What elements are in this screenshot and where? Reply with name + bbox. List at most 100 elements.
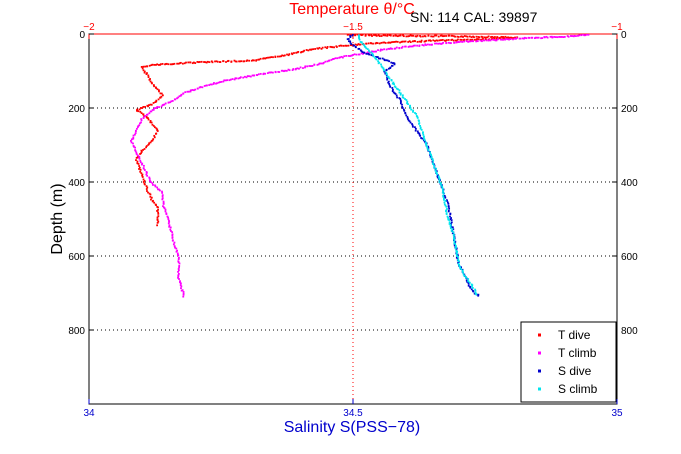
data-point	[141, 162, 144, 165]
data-point	[155, 63, 157, 66]
data-point	[392, 81, 395, 84]
data-point	[419, 134, 422, 137]
data-point	[187, 90, 190, 93]
data-point	[453, 41, 456, 44]
data-point	[421, 44, 424, 46]
data-point	[159, 189, 161, 192]
data-point	[150, 121, 153, 124]
data-point	[130, 141, 133, 144]
data-point	[525, 37, 528, 40]
data-point	[354, 46, 357, 49]
data-point	[417, 132, 420, 134]
data-point	[350, 43, 353, 46]
data-point	[146, 72, 148, 74]
data-point	[324, 60, 327, 63]
data-point	[437, 35, 440, 38]
data-point	[150, 140, 153, 142]
data-point	[479, 39, 482, 42]
data-point	[560, 36, 563, 38]
data-point	[248, 75, 251, 78]
data-point	[265, 56, 268, 59]
data-point	[401, 96, 404, 99]
data-point	[401, 94, 404, 97]
data-point	[233, 78, 236, 81]
data-point	[441, 188, 444, 191]
data-point	[429, 154, 431, 156]
data-point	[148, 142, 151, 145]
data-point	[460, 266, 462, 269]
data-point	[291, 69, 294, 71]
data-point	[224, 79, 227, 82]
data-point	[140, 150, 143, 153]
data-point	[346, 38, 349, 41]
data-point	[302, 50, 305, 53]
data-point	[354, 34, 357, 37]
data-point	[445, 212, 448, 215]
data-point	[472, 40, 475, 43]
data-point	[181, 62, 184, 65]
data-point	[151, 63, 154, 66]
data-point	[139, 159, 142, 162]
data-point	[134, 133, 136, 136]
data-point	[145, 73, 148, 76]
data-point	[430, 155, 433, 158]
data-point	[314, 48, 317, 50]
data-point	[461, 271, 464, 274]
data-point	[152, 108, 155, 111]
data-point	[449, 227, 452, 230]
data-point	[156, 221, 159, 224]
data-marks	[130, 34, 590, 298]
series-s-climb	[357, 34, 478, 296]
data-point	[309, 48, 311, 51]
data-point	[139, 122, 141, 125]
data-point	[449, 215, 451, 218]
data-point	[156, 219, 159, 221]
data-point	[441, 185, 443, 188]
data-point	[416, 130, 419, 133]
data-point	[454, 244, 457, 247]
data-point	[132, 137, 135, 140]
data-point	[467, 284, 470, 287]
data-point	[450, 222, 452, 225]
data-point	[341, 56, 344, 59]
data-point	[453, 238, 456, 241]
data-point	[180, 93, 183, 96]
data-point	[422, 136, 425, 139]
data-point	[308, 65, 311, 67]
data-point	[435, 171, 438, 174]
data-point	[457, 258, 460, 261]
data-point	[270, 71, 273, 74]
data-point	[151, 82, 153, 85]
data-point	[138, 166, 141, 169]
data-point	[142, 149, 144, 151]
data-point	[580, 34, 583, 37]
depth-tick-label-left: 0	[79, 30, 85, 41]
data-point	[477, 294, 480, 297]
data-point	[444, 204, 447, 207]
data-point	[493, 39, 496, 41]
data-point	[178, 256, 180, 259]
data-point	[472, 35, 475, 38]
data-point	[179, 284, 182, 286]
data-point	[440, 34, 443, 37]
data-point	[388, 84, 391, 87]
data-point	[473, 38, 476, 41]
data-point	[558, 35, 561, 38]
data-point	[180, 287, 182, 290]
data-point	[369, 42, 372, 44]
data-point	[331, 46, 334, 49]
data-point	[249, 75, 252, 78]
data-point	[330, 58, 333, 61]
data-point	[169, 101, 172, 104]
data-point	[509, 36, 512, 39]
data-point	[447, 210, 450, 213]
data-point	[162, 206, 165, 209]
data-point	[407, 118, 409, 120]
data-point	[448, 207, 451, 210]
data-point	[384, 34, 387, 37]
data-point	[411, 124, 414, 127]
data-point	[155, 127, 158, 130]
data-point	[465, 40, 468, 43]
data-point	[313, 63, 316, 66]
